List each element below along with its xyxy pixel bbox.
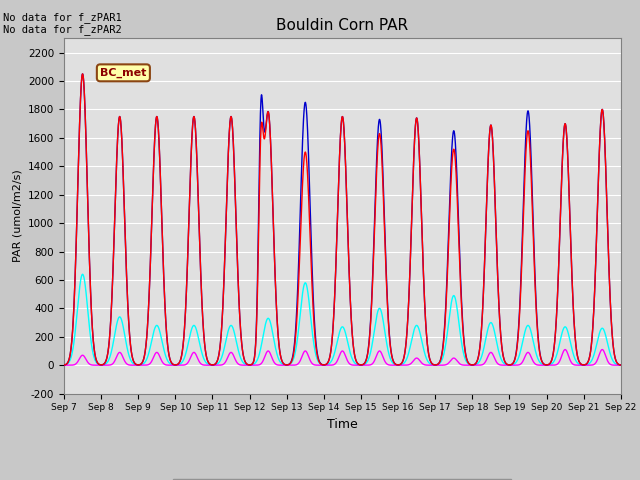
Y-axis label: PAR (umol/m2/s): PAR (umol/m2/s) (12, 169, 22, 263)
Text: No data for f_zPAR1
No data for f_zPAR2: No data for f_zPAR1 No data for f_zPAR2 (3, 12, 122, 36)
Text: BC_met: BC_met (100, 68, 147, 78)
X-axis label: Time: Time (327, 418, 358, 431)
Title: Bouldin Corn PAR: Bouldin Corn PAR (276, 18, 408, 33)
Legend: PAR_in, PAR_out, totPAR, difPAR: PAR_in, PAR_out, totPAR, difPAR (173, 479, 511, 480)
